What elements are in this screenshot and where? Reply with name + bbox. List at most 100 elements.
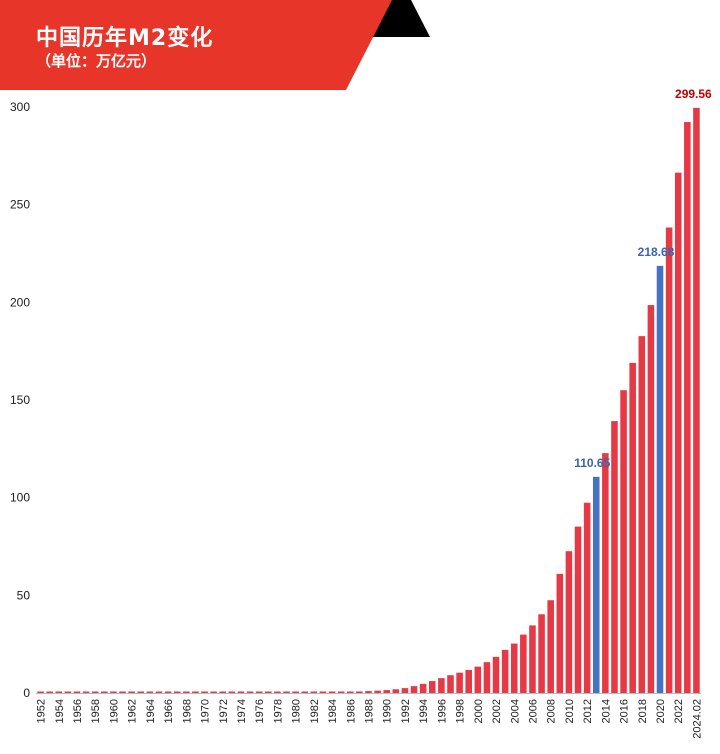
bar-1966 [164,691,172,693]
bars [36,107,701,694]
bar-1955 [64,691,72,693]
bar-2008 [547,600,554,693]
bar-1967 [173,691,181,693]
data-label-2013: 110.65 [574,456,610,470]
bar-1997 [447,675,454,693]
bar-2013 [592,476,600,693]
bar-2006 [529,625,536,693]
bar-1985 [337,691,345,693]
x-tick-label: 2008 [546,699,558,723]
bar-2017 [629,362,636,693]
x-tick-label: 1984 [327,699,339,723]
y-tick-label: 300 [10,100,30,114]
x-tick-label: 2004 [509,699,521,723]
bar-1978 [274,691,281,693]
bar-1988 [365,691,372,693]
bar-1968 [183,691,190,693]
bar-1989 [374,690,381,693]
x-tick-label: 2024.02 [691,699,703,739]
bar-1976 [255,691,263,693]
bar-1993 [410,686,418,693]
bar-2004 [510,643,518,693]
bar-1984 [328,691,336,693]
bar-1965 [155,691,163,693]
bar-1974 [237,691,245,693]
x-tick-label: 2020 [655,699,667,723]
bar-2000 [474,666,482,693]
bar-2012 [583,502,591,693]
bar-1979 [283,691,290,693]
bar-1952 [37,691,44,693]
bar-2009 [556,573,564,693]
x-tick-label: 2006 [527,699,539,723]
bar-2019 [647,305,655,693]
x-tick-label: 2014 [600,699,612,723]
bar-2020 [656,265,664,693]
y-tick-label: 200 [10,295,30,309]
bar-1954 [55,691,63,693]
x-tick-label: 1988 [364,699,376,723]
bar-1999 [465,669,472,693]
x-tick-label: 1964 [145,699,157,723]
bar-1953 [46,691,53,693]
bar-1972 [219,691,227,693]
bar-1975 [246,691,254,693]
bar-1994 [419,683,427,693]
x-tick-label: 1952 [36,699,48,723]
bar-1991 [392,689,400,693]
x-tick-label: 1974 [236,699,248,723]
bar-2011 [574,526,582,693]
x-tick-label: 1966 [163,699,175,723]
bar-1973 [228,691,236,693]
x-tick-label: 1954 [54,699,66,723]
x-tick-label: 1958 [90,699,102,723]
x-tick-label: 2022 [673,699,685,723]
bar-1987 [356,691,363,693]
data-labels: 110.65 218.68 299.56 [574,87,712,470]
x-tick-label: 2002 [491,699,503,723]
x-tick-label: 1968 [181,699,193,723]
bar-1992 [401,688,409,693]
bar-1962 [128,691,135,693]
y-tick-label: 50 [17,588,31,602]
bar-1980 [292,691,299,693]
bar-2021 [665,227,673,693]
data-label-2020: 218.68 [638,245,675,259]
bar-1986 [347,691,354,693]
bar-2010 [565,551,573,693]
chart-subtitle: （单位：万亿元） [36,52,157,70]
x-tick-label: 1994 [418,699,430,723]
bar-1998 [456,672,463,693]
chart-title: 中国历年M2变化 [36,26,214,51]
x-tick-label: 1976 [254,699,266,723]
bar-1983 [319,691,327,693]
bar-1957 [82,691,90,693]
bar-1963 [137,691,145,693]
bar-1959 [101,691,108,693]
y-tick-label: 150 [10,393,30,407]
bar-1977 [265,691,272,693]
x-tick-label: 1978 [272,699,284,723]
x-tick-label: 2000 [473,699,485,723]
x-tick-label: 1986 [345,699,357,723]
x-tick-label: 1998 [455,699,467,723]
x-tick-label: 1970 [200,699,212,723]
bar-1982 [310,691,318,693]
bar-2003 [501,649,509,693]
x-tick-label: 1992 [400,699,412,723]
bar-1995 [428,681,436,693]
bar-2002 [492,656,500,693]
x-tick-label: 1990 [382,699,394,723]
bar-1964 [146,691,154,693]
x-tick-label: 1956 [72,699,84,723]
x-tick-label: 2012 [582,699,594,723]
bar-2024.02 [693,107,700,694]
y-tick-label: 0 [23,686,30,700]
x-tick-label: 1980 [291,699,303,723]
x-tick-label: 1962 [127,699,139,723]
x-tick-label: 1996 [436,699,448,723]
x-tick-label: 1960 [108,699,120,723]
bar-1990 [383,690,390,693]
x-tick-label: 1982 [309,699,321,723]
